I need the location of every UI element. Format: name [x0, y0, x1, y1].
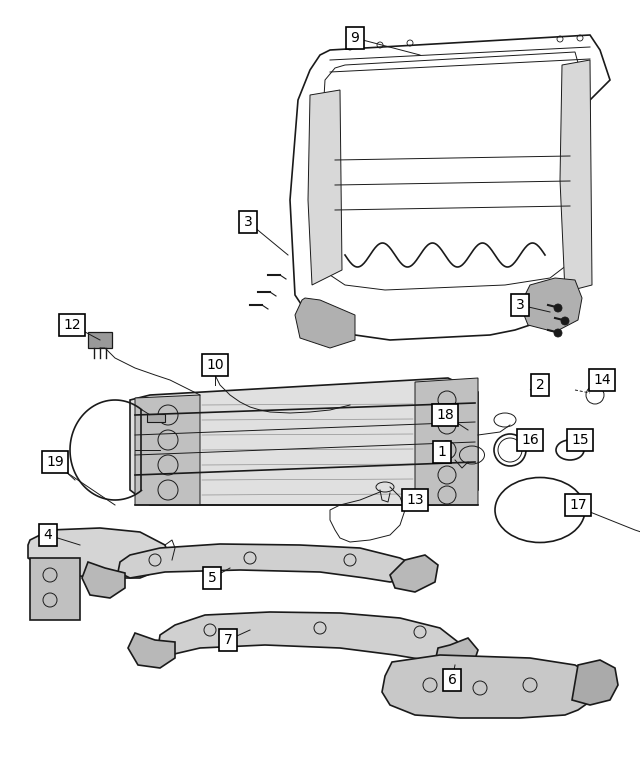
Polygon shape — [572, 660, 618, 705]
Polygon shape — [295, 298, 355, 348]
Text: 13: 13 — [406, 493, 424, 507]
Text: 2: 2 — [536, 378, 545, 392]
Polygon shape — [415, 378, 478, 505]
Polygon shape — [130, 378, 478, 505]
Text: 5: 5 — [207, 571, 216, 585]
Text: 3: 3 — [244, 215, 252, 229]
Text: 4: 4 — [44, 528, 52, 542]
Polygon shape — [308, 90, 342, 285]
Polygon shape — [28, 528, 170, 578]
Polygon shape — [382, 655, 598, 718]
Polygon shape — [520, 278, 582, 332]
Polygon shape — [118, 544, 420, 582]
Text: 16: 16 — [521, 433, 539, 447]
Text: 18: 18 — [436, 408, 454, 422]
Circle shape — [554, 329, 562, 337]
Text: 3: 3 — [516, 298, 524, 312]
FancyBboxPatch shape — [147, 413, 166, 422]
Polygon shape — [82, 562, 125, 598]
Text: 7: 7 — [223, 633, 232, 647]
FancyBboxPatch shape — [88, 332, 112, 348]
Polygon shape — [135, 395, 200, 505]
Text: 1: 1 — [438, 445, 447, 459]
Polygon shape — [128, 633, 175, 668]
Circle shape — [561, 317, 569, 325]
Text: 9: 9 — [351, 31, 360, 45]
Text: 15: 15 — [571, 433, 589, 447]
Polygon shape — [435, 638, 478, 672]
Polygon shape — [158, 612, 458, 660]
Text: 6: 6 — [447, 673, 456, 687]
Text: 14: 14 — [593, 373, 611, 387]
Text: 19: 19 — [46, 455, 64, 469]
Polygon shape — [30, 558, 80, 620]
Text: 10: 10 — [206, 358, 224, 372]
Text: 17: 17 — [569, 498, 587, 512]
Polygon shape — [560, 60, 592, 292]
Circle shape — [554, 304, 562, 312]
Polygon shape — [390, 555, 438, 592]
Text: 12: 12 — [63, 318, 81, 332]
